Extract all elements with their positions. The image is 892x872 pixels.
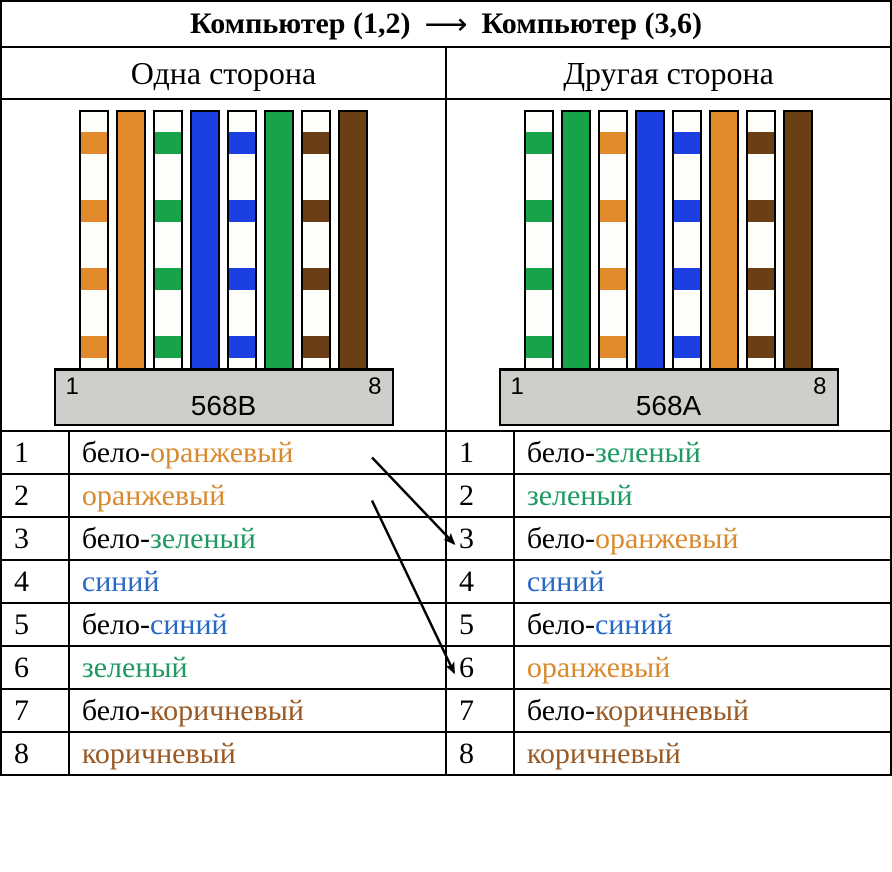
standard-label: 568B bbox=[191, 390, 256, 422]
pinout-row: 8коричневый8коричневый bbox=[2, 733, 892, 776]
wire-8 bbox=[338, 110, 368, 370]
pin-label-left: 1 bbox=[66, 373, 79, 401]
wire-8 bbox=[783, 110, 813, 370]
pin-color-right: синий bbox=[515, 561, 892, 602]
pin-color-left: бело-коричневый bbox=[70, 690, 447, 731]
wire-7 bbox=[746, 110, 776, 370]
pin-label-left: 1 bbox=[511, 373, 524, 401]
pin-number-left: 5 bbox=[2, 604, 70, 645]
wire-1 bbox=[79, 110, 109, 370]
wire-2 bbox=[116, 110, 146, 370]
pin-color-left: зеленый bbox=[70, 647, 447, 688]
pin-number-right: 8 bbox=[447, 733, 515, 774]
header-title: Компьютер (1,2) ⟶ Компьютер (3,6) bbox=[2, 2, 892, 48]
pinout-row: 4синий4синий bbox=[2, 561, 892, 604]
connector-568a: 1 8 568A bbox=[499, 110, 839, 426]
connector-base: 1 8 568B bbox=[54, 368, 394, 426]
pinout-row: 3бело-зеленый3бело-оранжевый bbox=[2, 518, 892, 561]
wire-2 bbox=[561, 110, 591, 370]
pin-color-left: коричневый bbox=[70, 733, 447, 774]
header-right: Компьютер (3,6) bbox=[482, 7, 703, 41]
pin-number-right: 7 bbox=[447, 690, 515, 731]
pin-number-left: 6 bbox=[2, 647, 70, 688]
header-left: Компьютер (1,2) bbox=[190, 7, 411, 41]
pin-label-right: 8 bbox=[813, 373, 826, 401]
pin-color-right: коричневый bbox=[515, 733, 892, 774]
pin-color-left: бело-зеленый bbox=[70, 518, 447, 559]
pinout-row: 6зеленый6оранжевый bbox=[2, 647, 892, 690]
subheader-right: Другая сторона bbox=[447, 48, 892, 98]
pin-number-right: 6 bbox=[447, 647, 515, 688]
pin-number-left: 8 bbox=[2, 733, 70, 774]
wire-5 bbox=[672, 110, 702, 370]
connector-568b: 1 8 568B bbox=[54, 110, 394, 426]
pin-color-left: бело-синий bbox=[70, 604, 447, 645]
pin-number-right: 4 bbox=[447, 561, 515, 602]
wire-6 bbox=[709, 110, 739, 370]
pin-number-left: 1 bbox=[2, 432, 70, 473]
connector-cell-right: 1 8 568A bbox=[447, 100, 892, 430]
pin-color-right: оранжевый bbox=[515, 647, 892, 688]
wire-3 bbox=[598, 110, 628, 370]
pinout-row: 5бело-синий5бело-синий bbox=[2, 604, 892, 647]
wire-4 bbox=[635, 110, 665, 370]
pinout-row: 2оранжевый2зеленый bbox=[2, 475, 892, 518]
wire-3 bbox=[153, 110, 183, 370]
connector-cell-left: 1 8 568B bbox=[2, 100, 447, 430]
connector-base: 1 8 568A bbox=[499, 368, 839, 426]
wire-1 bbox=[524, 110, 554, 370]
header-arrow-icon: ⟶ bbox=[424, 7, 467, 42]
pin-color-left: оранжевый bbox=[70, 475, 447, 516]
pin-number-left: 4 bbox=[2, 561, 70, 602]
wire-6 bbox=[264, 110, 294, 370]
pin-color-left: бело-оранжевый bbox=[70, 432, 447, 473]
pin-color-right: бело-зеленый bbox=[515, 432, 892, 473]
wire-7 bbox=[301, 110, 331, 370]
standard-label: 568A bbox=[636, 390, 701, 422]
pin-number-right: 5 bbox=[447, 604, 515, 645]
wire-4 bbox=[190, 110, 220, 370]
pin-color-left: синий bbox=[70, 561, 447, 602]
wire-5 bbox=[227, 110, 257, 370]
pinout-row: 1бело-оранжевый1бело-зеленый bbox=[2, 432, 892, 475]
pin-number-right: 1 bbox=[447, 432, 515, 473]
pin-number-left: 2 bbox=[2, 475, 70, 516]
subheader-left: Одна сторона bbox=[2, 48, 447, 98]
pin-number-left: 3 bbox=[2, 518, 70, 559]
pin-number-left: 7 bbox=[2, 690, 70, 731]
pin-label-right: 8 bbox=[368, 373, 381, 401]
pinout-row: 7бело-коричневый7бело-коричневый bbox=[2, 690, 892, 733]
pin-number-right: 2 bbox=[447, 475, 515, 516]
pin-color-right: бело-коричневый bbox=[515, 690, 892, 731]
pin-color-right: зеленый bbox=[515, 475, 892, 516]
pin-color-right: бело-синий bbox=[515, 604, 892, 645]
pin-number-right: 3 bbox=[447, 518, 515, 559]
pin-color-right: бело-оранжевый bbox=[515, 518, 892, 559]
